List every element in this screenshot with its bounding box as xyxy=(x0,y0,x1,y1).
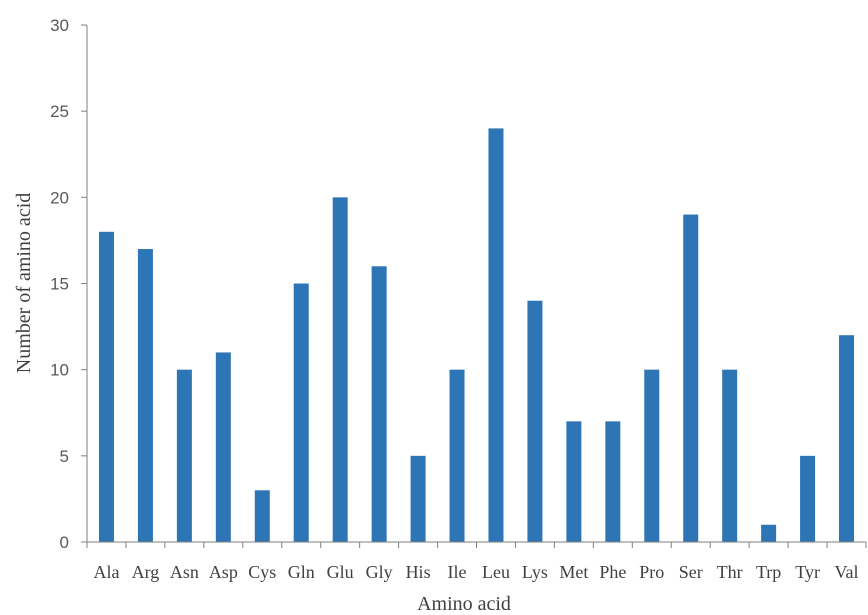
x-tick-label: Thr xyxy=(717,562,743,582)
y-tick-labels: 0 5 10 15 20 25 30 xyxy=(50,16,69,552)
bar-leu xyxy=(488,128,504,542)
bar-cys xyxy=(254,490,270,542)
y-tick-label: 0 xyxy=(60,533,69,552)
x-tick-label: Arg xyxy=(132,562,160,582)
x-tick-label: Pro xyxy=(639,562,664,582)
y-tick-label: 20 xyxy=(50,188,69,207)
x-tick-label: Glu xyxy=(327,562,354,582)
bar-ala xyxy=(98,231,114,543)
x-tick-label: Phe xyxy=(599,562,626,582)
bar-trp xyxy=(761,524,777,542)
bar-glu xyxy=(332,197,348,543)
bar-ser xyxy=(683,214,699,543)
bar-val xyxy=(839,335,855,542)
x-tick-label: Ala xyxy=(93,562,119,582)
y-tick-label: 25 xyxy=(50,102,69,121)
y-axis-title: Number of amino acid xyxy=(13,193,35,374)
bar-gly xyxy=(371,266,387,542)
bars-group xyxy=(98,128,855,543)
axes-group xyxy=(81,24,867,548)
bar-phe xyxy=(605,421,621,542)
x-tick-label: Lys xyxy=(522,562,548,582)
x-tick-label: Met xyxy=(559,562,588,582)
x-tick-label: Tyr xyxy=(795,562,820,582)
x-tick-label: Cys xyxy=(248,562,276,582)
bar-met xyxy=(566,421,582,542)
y-tick-label: 5 xyxy=(60,447,69,466)
x-tick-label: Val xyxy=(835,562,859,582)
bar-asp xyxy=(215,352,231,542)
x-tick-label: Asp xyxy=(209,562,238,582)
x-tick-label: Leu xyxy=(482,562,510,582)
x-tick-label: Trp xyxy=(756,562,781,582)
bar-gln xyxy=(293,283,309,542)
x-tick-labels: Ala Arg Asn Asp Cys Gln Glu Gly His Ile Leu Lys Met P… xyxy=(93,562,858,582)
bar-his xyxy=(410,455,426,542)
y-tick-label: 10 xyxy=(50,361,69,380)
bar-ile xyxy=(449,369,465,542)
bar-asn xyxy=(176,369,192,542)
x-tick-label: Gly xyxy=(366,562,393,582)
x-axis-title: Amino acid xyxy=(417,593,511,615)
bar-pro xyxy=(644,369,660,542)
x-tick-label: Gln xyxy=(288,562,315,582)
x-tick-label: His xyxy=(406,562,431,582)
x-tick-label: Asn xyxy=(170,562,199,582)
bar-arg xyxy=(137,249,153,543)
bar-lys xyxy=(527,300,543,542)
bar-thr xyxy=(722,369,738,542)
y-tick-label: 15 xyxy=(50,275,69,294)
x-tick-label: Ser xyxy=(679,562,703,582)
x-tick-label: Ile xyxy=(448,562,467,582)
bar-tyr xyxy=(800,455,816,542)
y-tick-label: 30 xyxy=(50,16,69,35)
